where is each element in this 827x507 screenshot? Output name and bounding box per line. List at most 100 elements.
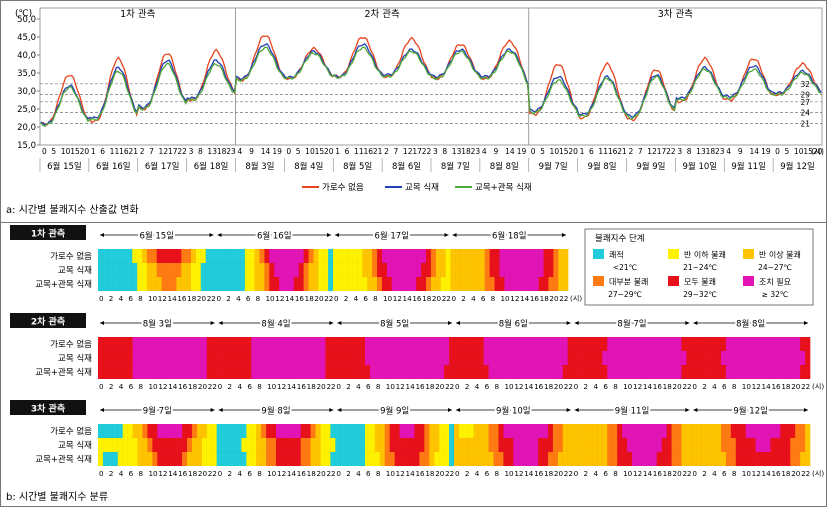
class-cell [396,262,402,278]
class-cell [513,451,519,467]
class-cell [196,336,203,352]
class-cell [760,423,766,439]
hour-tick-label: 10 [305,147,315,156]
class-cell [607,437,613,453]
class-cell [455,262,461,278]
class-cell [112,423,119,439]
class-cell [275,437,282,453]
class-cell [394,437,401,453]
class-cell [295,423,302,439]
class-cell [416,276,422,292]
class-cell [337,276,344,292]
class-cell [201,437,208,453]
class-cell [157,451,163,467]
class-cell [414,437,420,453]
class-cell [374,423,381,439]
class-cell [607,423,613,439]
day-label: 9월 9일 [636,161,665,172]
class-cell [760,451,766,467]
class-cell [740,437,747,453]
class-cell [274,248,280,264]
class-cell [651,336,658,352]
class-cell [542,423,549,439]
hour-tick-label: 7 [394,147,399,156]
legend-swatch [593,276,604,286]
class-cell [416,248,422,264]
class-cell [379,451,386,467]
class-cell [532,437,539,453]
hour-tick-b: 6 [247,469,252,478]
class-cell [265,364,272,380]
class-cell [340,364,346,380]
class-cell [335,437,341,453]
class-cell [337,248,344,264]
class-cell [696,336,702,352]
hour-tick-b: 0 [99,294,104,303]
class-cell [735,350,742,366]
class-cell [354,364,361,380]
class-cell [231,437,237,453]
class-cell [315,336,321,352]
class-cell [750,364,757,380]
hour-tick-b: 12 [633,469,642,478]
class-cell [478,364,485,380]
class-cell [137,451,143,467]
class-cell [256,423,262,439]
class-cell [750,451,757,467]
class-cell [626,437,633,453]
legend-item-name: 쾌적 [609,250,624,260]
reference-line-label: 21 [800,119,810,128]
class-cell [372,262,378,278]
class-cell [367,262,373,278]
hour-tick-b: 2 [465,469,470,478]
class-cell [303,262,309,278]
class-cell [513,364,519,380]
class-cell [107,437,114,453]
class-cell [542,437,549,453]
hour-tick-b: 12 [275,294,284,303]
class-cell [283,262,290,278]
hour-tick-b: 6 [129,469,134,478]
class-cell [386,276,393,292]
class-cell [399,364,405,380]
hour-tick-b: 18 [425,469,435,478]
hour-tick-b: 2 [344,294,349,303]
hour-tick-b: 2 [226,294,231,303]
hour-tick-b: 6 [603,382,608,391]
class-cell [671,350,677,366]
class-cell [246,364,252,380]
class-cell [205,262,212,278]
class-cell [251,336,257,352]
class-cell [206,336,213,352]
class-cell [191,336,198,352]
class-cell [641,350,648,366]
class-cell [132,423,139,439]
class-cell [305,364,312,380]
class-cell [195,262,202,278]
class-cell [621,364,628,380]
class-cell [206,364,213,380]
hour-tick-b: 14 [285,294,295,303]
class-cell [327,276,334,292]
class-cell [715,350,722,366]
hour-tick-b: 22 [207,294,216,303]
class-cell [439,423,445,439]
class-cell [612,437,618,453]
class-cell [725,350,732,366]
class-cell [430,262,437,278]
class-cell [557,350,564,366]
hour-tick-b: 6 [246,294,251,303]
class-cell [666,451,672,467]
day-label-b: 6월 16일 [257,231,292,242]
hour-tick-b: 16 [771,382,781,391]
hour-tick-b: 10 [383,294,393,303]
class-cell [730,423,737,439]
class-cell [152,451,158,467]
class-cell [394,423,401,439]
class-cell [117,364,124,380]
class-cell [290,350,297,366]
class-cell [498,364,504,380]
hour-tick-b: 2 [109,382,114,391]
class-cell [636,350,643,366]
class-cell [558,248,564,264]
